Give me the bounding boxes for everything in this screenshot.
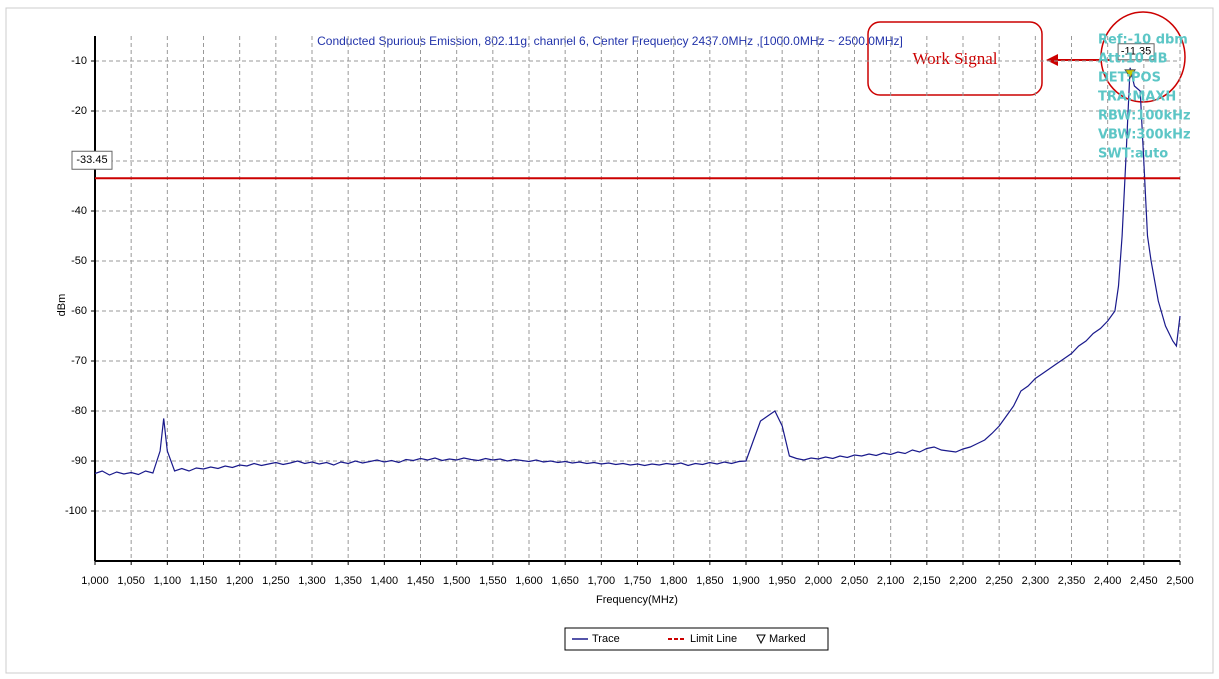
x-tick-label: 2,300 xyxy=(1022,575,1050,587)
legend-label: Trace xyxy=(592,633,620,645)
y-tick-label: -10 xyxy=(71,55,87,67)
marker xyxy=(1124,69,1136,79)
x-tick-label: 2,400 xyxy=(1094,575,1122,587)
legend-label: Marked xyxy=(769,633,806,645)
y-tick-label: -20 xyxy=(71,105,87,117)
x-tick-label: 1,450 xyxy=(407,575,435,587)
legend xyxy=(564,627,829,651)
y-tick-label: -60 xyxy=(71,305,87,317)
x-tick-label: 1,850 xyxy=(696,575,724,587)
legend-swatch xyxy=(756,634,766,645)
legend-label: Limit Line xyxy=(690,633,737,645)
x-tick-label: 2,200 xyxy=(949,575,977,587)
y-tick-label: -50 xyxy=(71,255,87,267)
chart-title: Conducted Spurious Emission, 802.11g, ch… xyxy=(317,34,903,48)
x-tick-label: 2,250 xyxy=(985,575,1013,587)
setting-text: Att:10 dB xyxy=(1098,52,1168,67)
x-tick-label: 1,400 xyxy=(371,575,399,587)
highlight-circle xyxy=(1100,11,1186,103)
x-tick-label: 1,000 xyxy=(81,575,109,587)
x-tick-label: 1,900 xyxy=(732,575,760,587)
setting-text: DET:POS xyxy=(1098,71,1161,86)
x-tick-label: 2,050 xyxy=(841,575,869,587)
y-axis-label: dBm xyxy=(56,294,68,317)
setting-text: VBW:300kHz xyxy=(1098,128,1191,143)
trace-line xyxy=(94,67,1181,476)
x-tick-label: 1,700 xyxy=(588,575,616,587)
y-tick-label: -70 xyxy=(71,355,87,367)
limit-label-box xyxy=(71,150,113,170)
y-tick-label: -90 xyxy=(71,455,87,467)
x-tick-label: 1,950 xyxy=(768,575,796,587)
annotation: Work Signal xyxy=(912,49,997,68)
setting-text: RBW:100kHz xyxy=(1098,109,1191,124)
x-tick-label: 1,150 xyxy=(190,575,218,587)
y-tick-label: -80 xyxy=(71,405,87,417)
setting-text: SWT:auto xyxy=(1098,147,1168,162)
x-tick-label: 1,500 xyxy=(443,575,471,587)
marker-label: -11.35 xyxy=(1121,46,1151,58)
x-tick-label: 1,800 xyxy=(660,575,688,587)
x-tick-label: 2,150 xyxy=(913,575,941,587)
x-axis-label: Frequency(MHz) xyxy=(596,594,678,606)
x-tick-label: 1,100 xyxy=(154,575,182,587)
x-tick-label: 2,000 xyxy=(805,575,833,587)
x-tick-label: 1,200 xyxy=(226,575,254,587)
x-tick-label: 2,500 xyxy=(1166,575,1194,587)
x-tick-label: 1,750 xyxy=(624,575,652,587)
x-tick-label: 1,650 xyxy=(551,575,579,587)
x-tick-label: 1,550 xyxy=(479,575,507,587)
arrow-head xyxy=(1046,54,1058,66)
chart-frame xyxy=(5,7,1214,674)
x-tick-label: 1,300 xyxy=(298,575,326,587)
y-tick-label: -40 xyxy=(71,205,87,217)
setting-text: TRA:MAXH xyxy=(1098,90,1176,105)
annotation-box xyxy=(867,21,1043,96)
x-tick-label: 2,450 xyxy=(1130,575,1158,587)
marker-label-box xyxy=(1117,43,1155,61)
x-tick-label: 1,350 xyxy=(334,575,362,587)
x-tick-label: 1,250 xyxy=(262,575,290,587)
setting-text: Ref:-10 dbm xyxy=(1098,33,1188,48)
x-tick-label: 2,350 xyxy=(1058,575,1086,587)
limit-label: -33.45 xyxy=(76,154,107,166)
x-tick-label: 2,100 xyxy=(877,575,905,587)
x-tick-label: 1,600 xyxy=(515,575,543,587)
y-tick-label: -100 xyxy=(65,505,87,517)
x-tick-label: 1,050 xyxy=(117,575,145,587)
